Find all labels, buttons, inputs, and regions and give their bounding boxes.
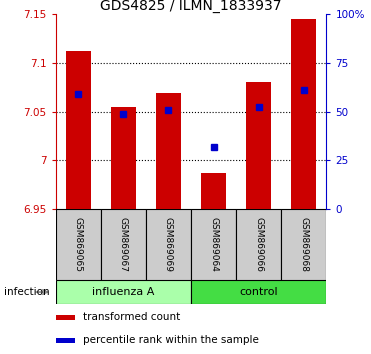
Bar [191,280,326,304]
Bar [156,93,181,209]
Text: percentile rank within the sample: percentile rank within the sample [83,335,259,345]
Bar [56,209,101,280]
Bar [66,51,91,209]
Bar [236,209,281,280]
Bar [111,107,136,209]
Bar [56,338,75,343]
Bar [101,209,146,280]
Text: GSM869068: GSM869068 [299,217,308,272]
Text: transformed count: transformed count [83,312,181,322]
Text: GSM869065: GSM869065 [74,217,83,272]
Text: infection: infection [4,287,49,297]
Bar [191,209,236,280]
Text: GSM869069: GSM869069 [164,217,173,272]
Text: GSM869064: GSM869064 [209,217,218,272]
Text: control: control [239,287,278,297]
Bar [281,209,326,280]
Bar [246,82,271,209]
Title: GDS4825 / ILMN_1833937: GDS4825 / ILMN_1833937 [100,0,282,13]
Text: influenza A: influenza A [92,287,155,297]
Bar [292,19,316,209]
Text: GSM869067: GSM869067 [119,217,128,272]
Bar [201,173,226,209]
Bar [56,315,75,320]
Bar [146,209,191,280]
Bar [56,280,191,304]
Text: GSM869066: GSM869066 [254,217,263,272]
